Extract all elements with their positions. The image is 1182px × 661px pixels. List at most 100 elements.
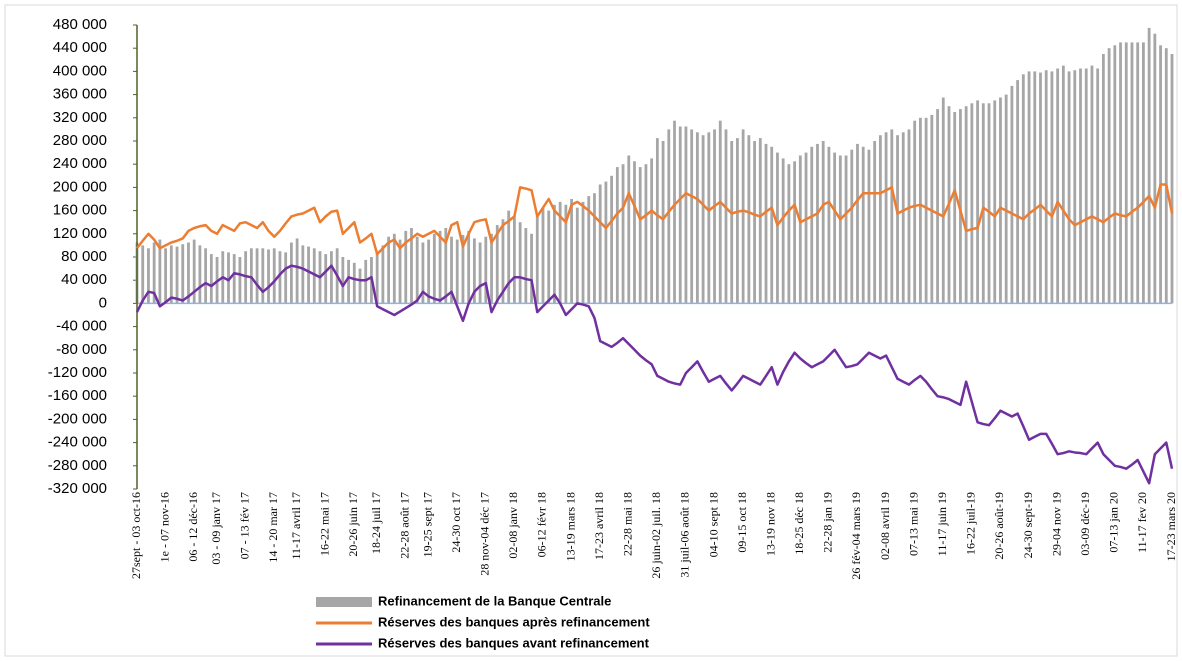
bar — [490, 233, 493, 304]
bar — [1056, 68, 1060, 304]
bar — [615, 167, 619, 304]
x-tick-label: 09-15 oct 18 — [735, 492, 749, 553]
y-tick-label: -40 000 — [56, 318, 107, 335]
bar — [249, 248, 253, 304]
bar — [667, 129, 671, 304]
bar — [1107, 48, 1111, 304]
bar — [913, 120, 917, 304]
bar — [713, 129, 716, 304]
bar — [1004, 94, 1008, 304]
legend-label: Réserves des banques après refinancement — [378, 614, 650, 629]
bar — [484, 236, 488, 304]
y-tick-label: 400 000 — [53, 62, 107, 79]
bar — [833, 152, 837, 304]
x-tick-label: 16-22 juil-19 — [964, 492, 978, 555]
bar — [147, 248, 150, 304]
bar — [741, 129, 745, 304]
x-tick-label: 18-24 juil 17 — [369, 492, 383, 554]
bar — [1061, 65, 1065, 304]
y-tick-label: 360 000 — [53, 86, 107, 103]
bar — [804, 152, 808, 304]
bar — [707, 132, 711, 304]
bar — [192, 239, 196, 304]
bar — [964, 106, 968, 304]
legend-label: Réserves des banques avant refinancement — [378, 635, 650, 650]
bar — [518, 222, 522, 304]
x-tick-label: 1e - 07 nov-16 — [157, 492, 171, 562]
bar — [976, 100, 979, 304]
bar — [587, 196, 591, 304]
y-tick-label: 0 — [99, 294, 107, 311]
x-tick-label: 18-25 déc 18 — [792, 492, 806, 555]
x-tick-label: 22-28 août 17 — [398, 492, 412, 559]
bar — [427, 239, 431, 304]
bar — [513, 216, 516, 304]
bar — [621, 164, 625, 304]
bar — [455, 239, 459, 304]
x-tick-label: 28 nov-04 déc 17 — [478, 492, 492, 576]
bar — [232, 254, 236, 304]
bar — [1096, 68, 1100, 304]
bar — [1119, 42, 1122, 304]
bar — [381, 245, 385, 304]
bar — [278, 251, 282, 304]
x-tick-label: 20-26 août-19 — [992, 492, 1006, 560]
bar — [158, 239, 162, 304]
bar — [856, 143, 859, 304]
y-tick-label: 40 000 — [61, 271, 107, 288]
bar — [204, 248, 208, 304]
bar — [261, 248, 265, 304]
bar — [444, 228, 448, 304]
bar — [724, 129, 728, 304]
bar — [341, 257, 345, 304]
bar — [387, 236, 391, 304]
bar — [421, 242, 425, 304]
bar — [198, 245, 202, 304]
x-tick-label: 24-30 sept-19 — [1021, 492, 1035, 558]
x-tick-label: 13-19 mars 18 — [563, 492, 577, 561]
bar — [695, 132, 699, 304]
bar — [598, 184, 602, 304]
bar — [633, 161, 636, 304]
bar — [644, 164, 648, 304]
y-tick-label: -240 000 — [48, 434, 107, 451]
bar — [267, 249, 270, 304]
bar — [787, 164, 791, 304]
bar — [564, 204, 568, 304]
x-tick-label: 26 fév-04 mars 19 — [849, 492, 863, 580]
y-tick-label: -280 000 — [48, 457, 107, 474]
bar — [272, 248, 276, 304]
x-tick-label: 06 - 12 déc-16 — [186, 492, 200, 562]
bar — [1044, 70, 1048, 304]
bar — [867, 149, 871, 304]
bar — [758, 138, 762, 304]
x-tick-label: 07-13 jan 20 — [1107, 492, 1121, 553]
bar — [164, 248, 167, 304]
bar — [398, 239, 402, 304]
bar — [816, 143, 819, 304]
bar — [541, 207, 545, 304]
bar — [553, 204, 556, 304]
x-tick-label: 29-04 nov 19 — [1049, 492, 1063, 556]
y-tick-label: 480 000 — [53, 16, 107, 33]
bar — [673, 120, 676, 304]
bar — [1050, 71, 1054, 304]
line — [135, 264, 1174, 485]
y-tick-label: -160 000 — [48, 387, 107, 404]
bar — [661, 141, 665, 304]
bar — [432, 233, 436, 304]
bar — [364, 259, 368, 304]
bar — [1159, 45, 1162, 304]
bar — [604, 181, 608, 304]
bar — [472, 238, 476, 304]
x-tick-label: 17-23 mars 20 — [1164, 492, 1178, 561]
bar — [1113, 45, 1117, 304]
bar — [558, 201, 562, 304]
bar — [690, 129, 694, 304]
x-tick-label: 27sept - 03 oct-16 — [129, 492, 143, 579]
x-tick-label: 20-26 juin 17 — [346, 492, 360, 557]
bar — [941, 97, 945, 304]
bar — [924, 117, 928, 304]
bar — [844, 155, 848, 304]
